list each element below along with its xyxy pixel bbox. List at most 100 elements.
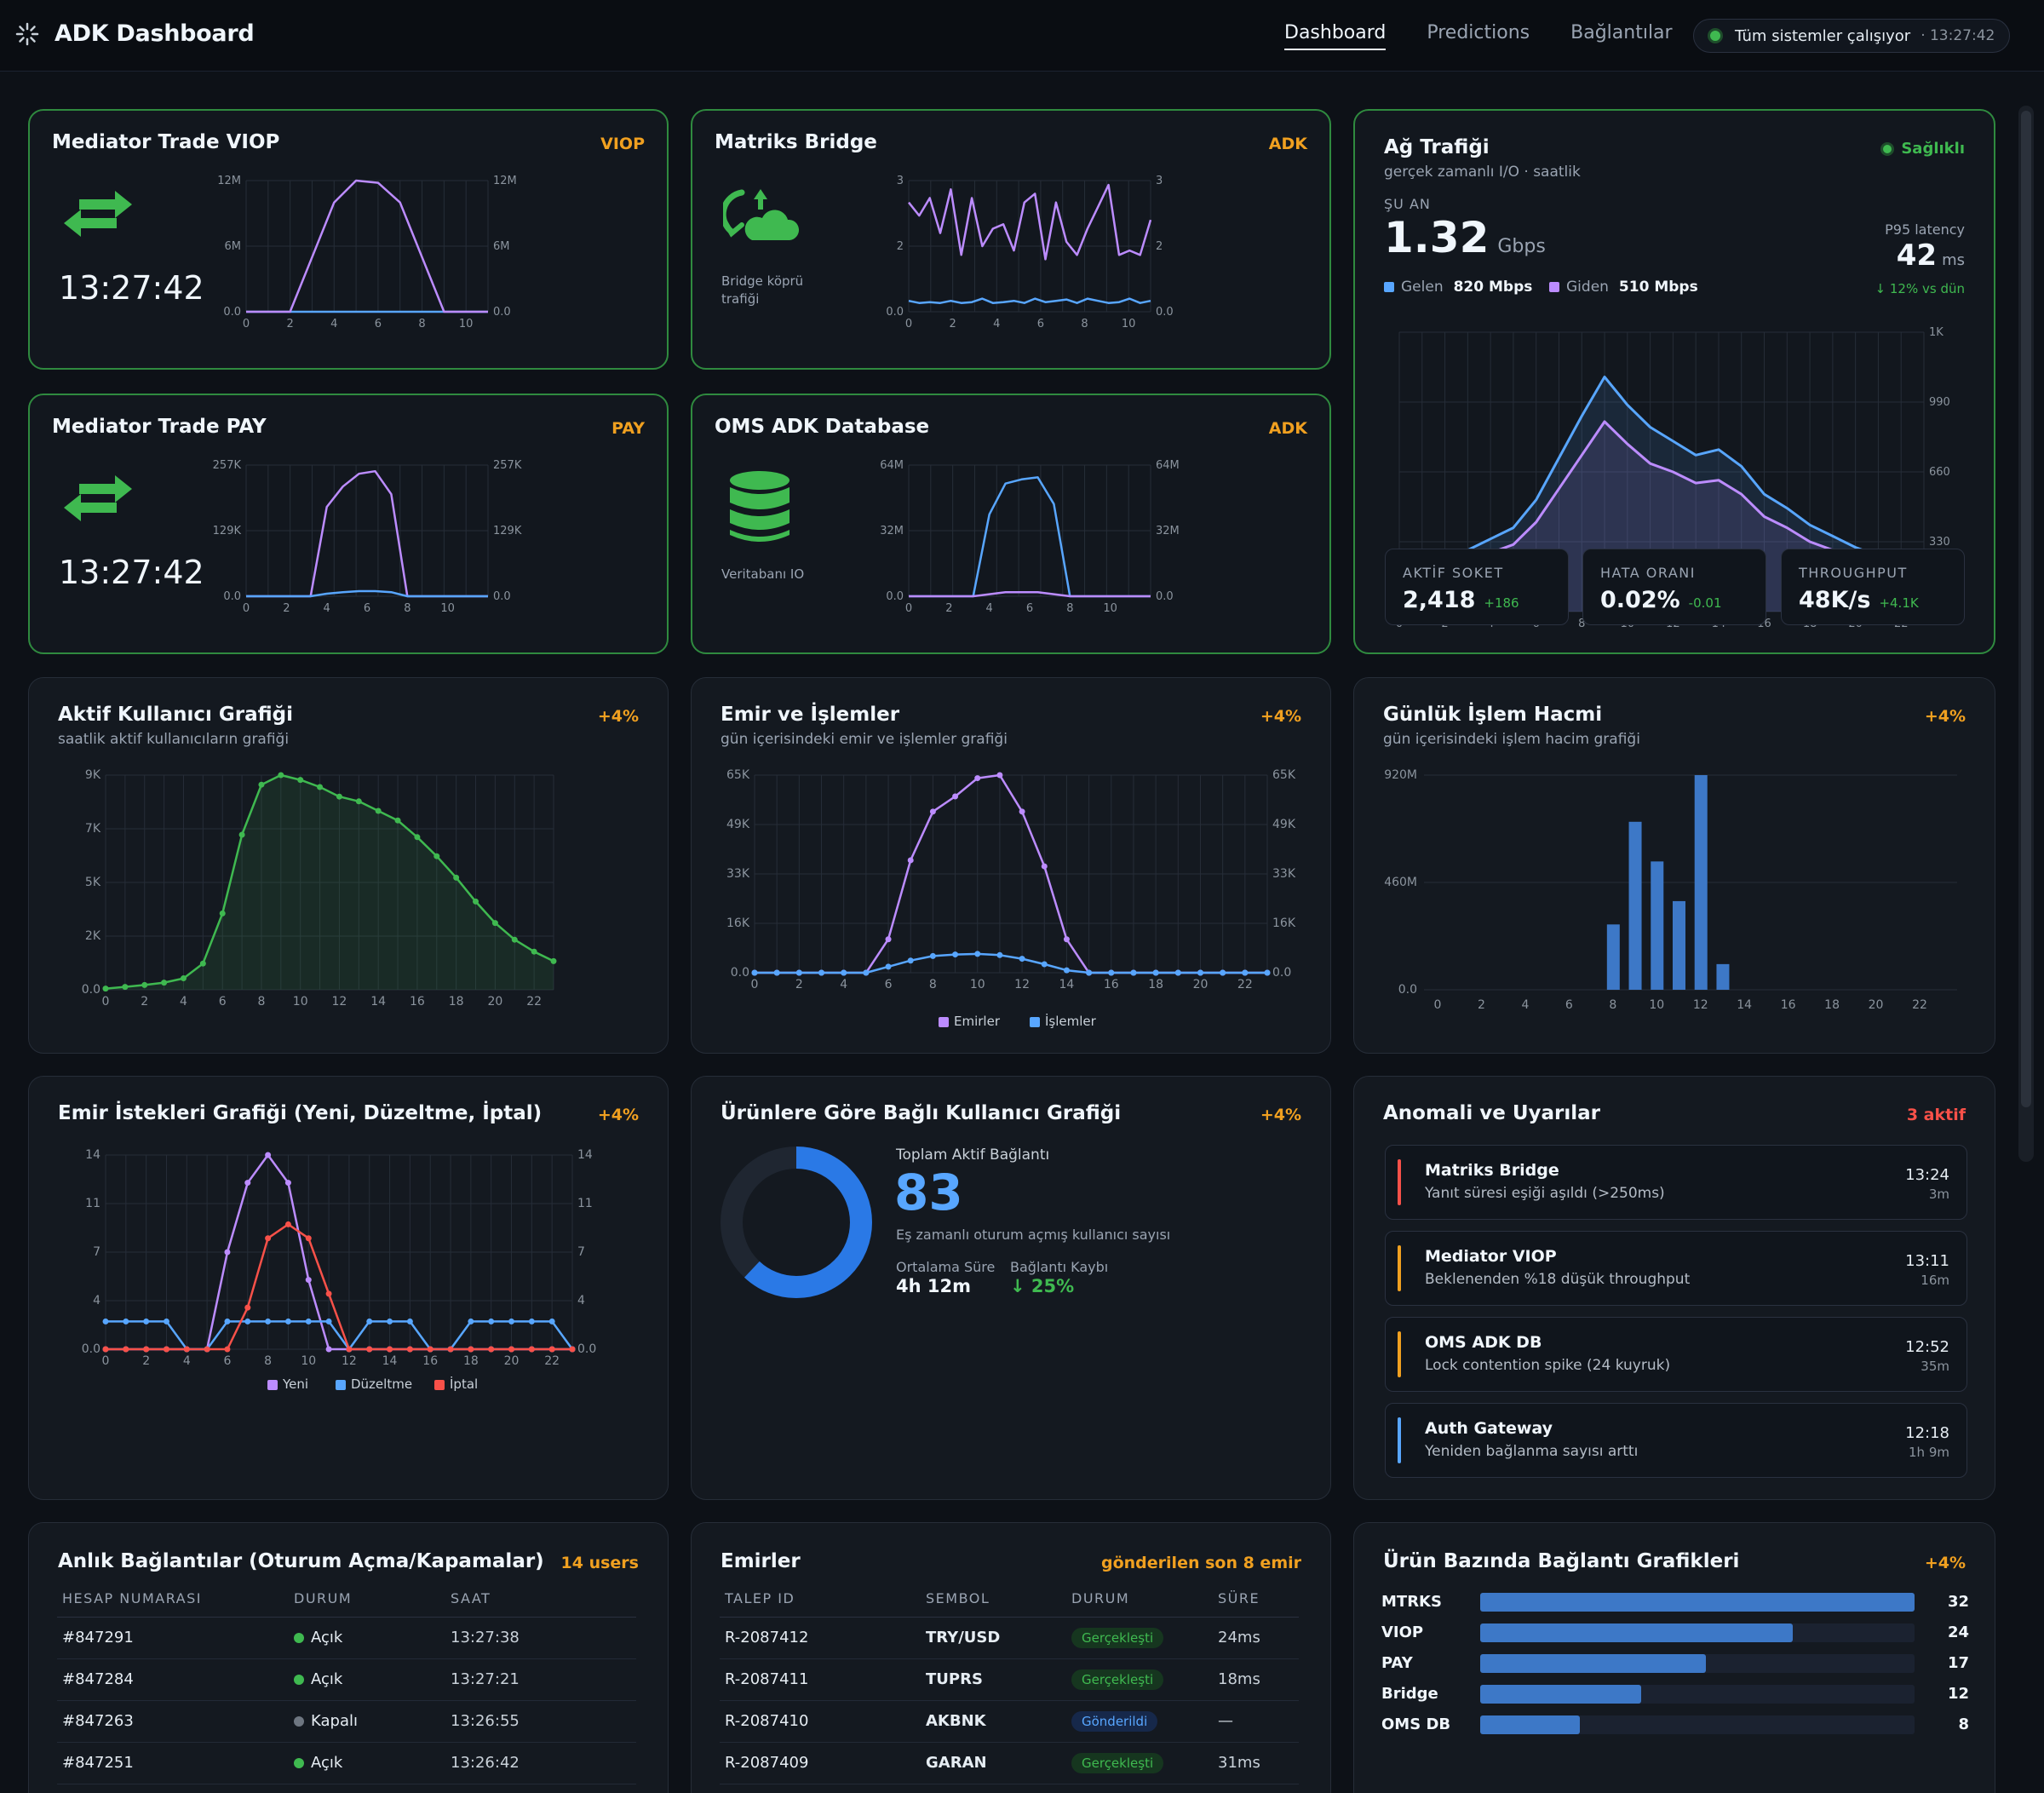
data-point [1086, 969, 1093, 976]
x-tick-label: 8 [1066, 602, 1073, 615]
table-row[interactable]: #847284 Açık 13:27:21 [57, 1658, 636, 1701]
x-tick-label: 12 [342, 1354, 357, 1368]
now-label: ŞU AN [1384, 196, 1431, 212]
chart-orders-transactions: 0.0 0.0 16K 16K 33K 33K 49K 49K 65K 65K 0 2 4 6 8 10 12 1… [726, 768, 1296, 1029]
system-status[interactable]: Tüm sistemler çalışıyor · 13:27:42 [1693, 19, 2010, 53]
table-row[interactable]: R-2087411 TUPRS Gerçekleşti 18ms [720, 1658, 1299, 1701]
alert-time: 12:18 [1905, 1424, 1949, 1442]
data-point [531, 948, 537, 955]
column-header[interactable]: TALEP ID [720, 1581, 921, 1618]
p95-latency: 42 ms [1897, 238, 1965, 273]
table-row[interactable]: #847291 Açık 13:27:38 [57, 1617, 636, 1659]
data-point [238, 831, 245, 838]
data-point [163, 1318, 169, 1325]
account-cell: #847284 [57, 1658, 289, 1701]
data-point [1108, 969, 1115, 976]
column-header[interactable]: HESAP NUMARASI [57, 1581, 289, 1618]
x-tick-label: 8 [404, 602, 411, 615]
chart-order-requests: 0.0 0.0 4 4 7 7 11 11 14 14 0 2 4 6 8 10 12 14 16 18 20 22 Yen… [82, 1148, 597, 1392]
tab-predictions[interactable]: Predictions [1427, 22, 1530, 43]
connection-donut [721, 1146, 872, 1298]
x-tick-label: 8 [264, 1354, 272, 1368]
status-badge: Gönderildi [1071, 1710, 1158, 1732]
tab-dashboard[interactable]: Dashboard [1284, 22, 1387, 50]
card-badge: +4% [1260, 707, 1301, 726]
bar-fill [1480, 1623, 1794, 1642]
data-point [346, 1346, 353, 1353]
x-tick-label: 6 [219, 995, 227, 1009]
card-badge: 14 users [560, 1554, 639, 1572]
series-line-1 [909, 590, 1151, 598]
column-header[interactable]: DURUM [1066, 1581, 1213, 1618]
card-orders-transactions: Emir ve İşlemler +4% gün içerisindeki em… [691, 677, 1331, 1054]
data-point [795, 969, 802, 976]
x-tick-label: 4 [993, 318, 1000, 330]
table-row[interactable]: #847263 Kapalı 13:26:55 [57, 1700, 636, 1743]
status-cell: Açık [289, 1658, 445, 1701]
column-header[interactable]: DURUM [289, 1581, 445, 1618]
tab-connections[interactable]: Bağlantılar [1570, 22, 1673, 43]
data-point [1174, 969, 1181, 976]
alert-desc: Yanıt süresi eşiği aşıldı (>250ms) [1425, 1185, 1665, 1202]
y-tick-label: 990 [1929, 396, 1950, 409]
data-point [1041, 863, 1048, 870]
x-tick-label: 22 [1237, 978, 1253, 991]
y-tick-label-right: 33K [1272, 867, 1296, 881]
alert-item[interactable]: Matriks Bridge Yanıt süresi eşiği aşıldı… [1385, 1145, 1967, 1220]
table-row[interactable]: R-2087410 AKBNK Gönderildi — [720, 1700, 1299, 1743]
data-point [265, 1318, 272, 1325]
symbol-cell: TRY/USD [921, 1617, 1066, 1659]
table-row[interactable]: #847251 Açık 13:26:42 [57, 1742, 636, 1784]
x-tick-label: 8 [257, 995, 265, 1009]
alert-title: Mediator VIOP [1425, 1247, 1557, 1266]
card-matriks-bridge: Matriks Bridge ADK Bridge köprü trafiği … [691, 109, 1331, 370]
severity-bar [1398, 1331, 1401, 1377]
bar-value: 12 [1947, 1685, 1969, 1703]
legend-out-value: 510 Mbps [1618, 279, 1698, 296]
x-tick-label: 2 [283, 602, 290, 615]
column-header[interactable]: SAAT [445, 1581, 636, 1618]
data-point [974, 951, 981, 957]
alert-item[interactable]: Mediator VIOP Beklenenden %18 düşük thro… [1385, 1231, 1967, 1306]
scrollbar-thumb[interactable] [2021, 111, 2031, 1107]
alert-item[interactable]: OMS ADK DB Lock contention spike (24 kuy… [1385, 1317, 1967, 1392]
data-point [885, 936, 892, 943]
series-line-1 [246, 179, 488, 313]
account-cell: #847263 [57, 1700, 289, 1743]
data-point [974, 775, 981, 782]
x-tick-label: 14 [1059, 978, 1075, 991]
table-row[interactable]: R-2087412 TRY/USD Gerçekleşti 24ms [720, 1617, 1299, 1659]
alert-ago: 35m [1921, 1359, 1949, 1374]
y-tick-label: 660 [1929, 466, 1950, 479]
card-order-requests: Emir İstekleri Grafiği (Yeni, Düzeltme, … [28, 1076, 669, 1500]
x-tick-label: 4 [180, 995, 187, 1009]
bar-label: Bridge [1381, 1685, 1438, 1703]
legend-swatch [267, 1380, 278, 1390]
legend-out-label: Giden [1566, 279, 1609, 296]
chart-active-users: 0.0 2K 5K 7K 9K 0 2 4 6 8 10 12 14 16 18 20 22 [82, 768, 557, 1009]
data-point [414, 834, 421, 841]
x-tick-label: 0 [1434, 998, 1442, 1012]
x-tick-label: 0 [751, 978, 759, 991]
series-line-0 [246, 469, 488, 598]
stat-active-sockets: AKTİF SOKET 2,418 +186 [1385, 549, 1569, 625]
data-point [163, 1346, 169, 1353]
bar [1694, 775, 1708, 990]
data-point [773, 969, 780, 976]
data-point [952, 951, 959, 958]
data-point [473, 898, 479, 905]
x-tick-label: 10 [293, 995, 308, 1009]
table-row[interactable]: R-2087409 GARAN Gerçekleşti 31ms [720, 1742, 1299, 1784]
status-text: Açık [311, 1670, 343, 1688]
loss-label: Bağlantı Kaybı [1010, 1259, 1109, 1275]
card-badge: +4% [597, 1106, 639, 1124]
y-tick-label-right: 65K [1272, 768, 1296, 782]
column-header[interactable]: SEMBOL [921, 1581, 1066, 1618]
alert-item[interactable]: Auth Gateway Yeniden bağlanma sayısı art… [1385, 1403, 1967, 1478]
x-tick-label: 6 [1037, 318, 1044, 330]
x-tick-label: 2 [949, 318, 956, 330]
data-point [394, 817, 401, 824]
column-header[interactable]: SÜRE [1213, 1581, 1299, 1618]
status-dot-icon [294, 1675, 304, 1685]
y-tick-label: 65K [726, 768, 750, 782]
